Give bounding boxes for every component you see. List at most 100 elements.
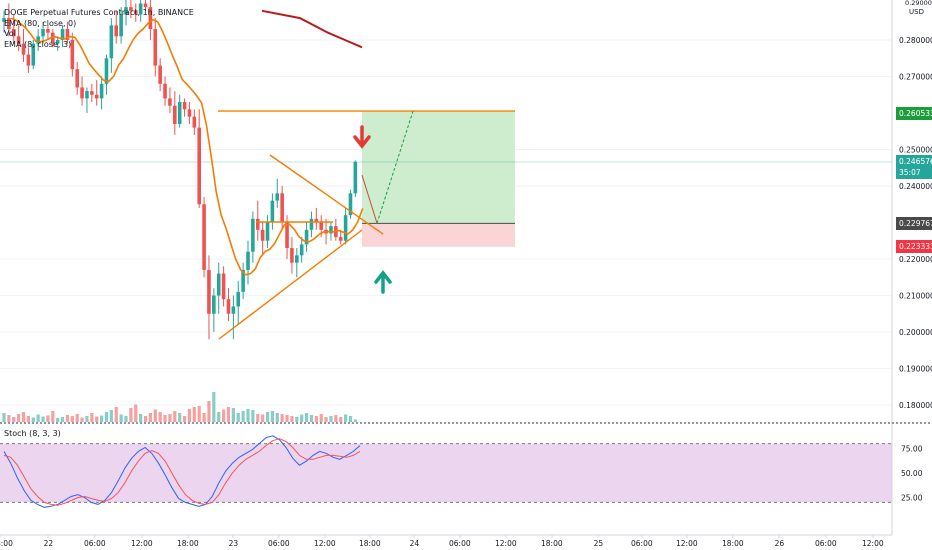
candle-body <box>129 7 133 11</box>
volume-bar <box>329 416 333 422</box>
time-tick-label: 06:00 <box>815 539 837 548</box>
candle-body <box>265 222 270 241</box>
stoch-band <box>0 443 892 503</box>
volume-bar <box>90 413 94 422</box>
volume-bar <box>319 414 323 422</box>
candle-body <box>80 87 84 99</box>
candle-body <box>99 83 104 99</box>
volume-bar <box>212 392 216 422</box>
volume-bar <box>222 409 226 422</box>
candle-body <box>275 193 280 201</box>
candle-body <box>299 244 304 256</box>
candle-body <box>41 29 45 37</box>
volume-bar <box>295 417 299 422</box>
candle-body <box>177 102 182 124</box>
candle-body <box>270 200 275 223</box>
volume-bar <box>231 408 235 422</box>
volume-bar <box>173 411 177 422</box>
volume-bar <box>70 416 74 422</box>
volume-bar <box>251 410 255 422</box>
volume-bar <box>41 416 45 422</box>
candle-body <box>226 299 231 314</box>
candle-body <box>138 3 143 15</box>
candle-body <box>85 91 89 99</box>
candle-body <box>197 127 201 205</box>
candle-body <box>109 25 114 59</box>
price-tick-label: 0.270000 <box>899 73 932 82</box>
volume-bar <box>21 412 26 422</box>
time-tick-label: 24 <box>410 539 420 548</box>
volume-bar <box>309 415 314 422</box>
volume-bar <box>207 401 211 422</box>
volume-bar <box>314 416 318 422</box>
arrow-down-icon <box>353 125 371 149</box>
time-tick-label: 22 <box>44 539 54 548</box>
price-tick-label: 0.190000 <box>899 365 932 374</box>
volume-bar <box>344 414 348 422</box>
price-tick-label: 0.250000 <box>899 146 932 155</box>
price-tag-stop: 0.223333 <box>896 240 932 253</box>
volume-bar <box>178 413 182 422</box>
candle-body <box>338 237 343 241</box>
price-tag-entry: 0.229767 <box>896 217 932 230</box>
volume-bar <box>60 417 65 422</box>
volume-bar <box>348 416 353 422</box>
candle-body <box>343 215 348 241</box>
volume-bar <box>114 407 118 422</box>
candle-body <box>148 7 153 30</box>
candle-body <box>16 36 21 44</box>
volume-bar <box>285 415 289 422</box>
candle-body <box>251 218 255 252</box>
candle-body <box>280 193 284 223</box>
candle-body <box>353 161 358 194</box>
time-tick-label: 12:00 <box>676 539 698 548</box>
stoch-tick-label: 75.00 <box>901 445 923 454</box>
candle-body <box>75 69 79 88</box>
candle-body <box>202 204 206 270</box>
candle-body <box>246 251 250 270</box>
candle-body <box>231 306 236 314</box>
volume-bar <box>158 412 162 422</box>
candle-body <box>94 94 99 99</box>
chart-title: DOGE Perpetual Futures Contract, 1h, BIN… <box>4 8 194 17</box>
candle-body <box>348 193 353 216</box>
candle-body <box>2 18 6 22</box>
candle-body <box>114 25 119 37</box>
candle-body <box>192 116 197 128</box>
volume-bar <box>168 414 172 422</box>
price-tick-label: 0.280000 <box>899 36 932 45</box>
time-tick-label: 12:00 <box>862 539 884 548</box>
volume-bar <box>65 415 70 422</box>
price-tick-label: 0.200000 <box>899 328 932 337</box>
time-tick-label: 06:00 <box>84 539 106 548</box>
volume-bar <box>95 416 99 422</box>
candle-body <box>133 10 138 15</box>
candle-body <box>221 273 226 300</box>
candle-body <box>90 91 94 95</box>
candle-body <box>260 229 265 241</box>
candle-body <box>319 222 323 230</box>
time-tick-label: 06:00 <box>631 539 653 548</box>
candle-body <box>60 29 65 40</box>
candle-body <box>212 295 216 314</box>
time-tick-label: 12:00 <box>495 539 517 548</box>
volume-bar <box>100 415 104 422</box>
candle-body <box>173 105 177 124</box>
candle-body <box>119 14 123 37</box>
candle-body <box>168 98 172 106</box>
time-tick-label: 18:00 <box>541 539 563 548</box>
time-tick-label: 23 <box>229 539 239 548</box>
candle-body <box>207 269 211 314</box>
volume-bar <box>280 414 284 422</box>
candle-body <box>187 109 192 117</box>
volume-bar <box>153 409 157 422</box>
volume-bar <box>31 417 35 422</box>
volume-bar <box>261 414 265 422</box>
volume-bar <box>26 416 30 422</box>
price-tag-target: 0.260533 <box>896 107 932 120</box>
volume-bar <box>290 416 294 422</box>
volume-bar <box>36 414 40 422</box>
time-tick-label: 12:00 <box>131 539 153 548</box>
